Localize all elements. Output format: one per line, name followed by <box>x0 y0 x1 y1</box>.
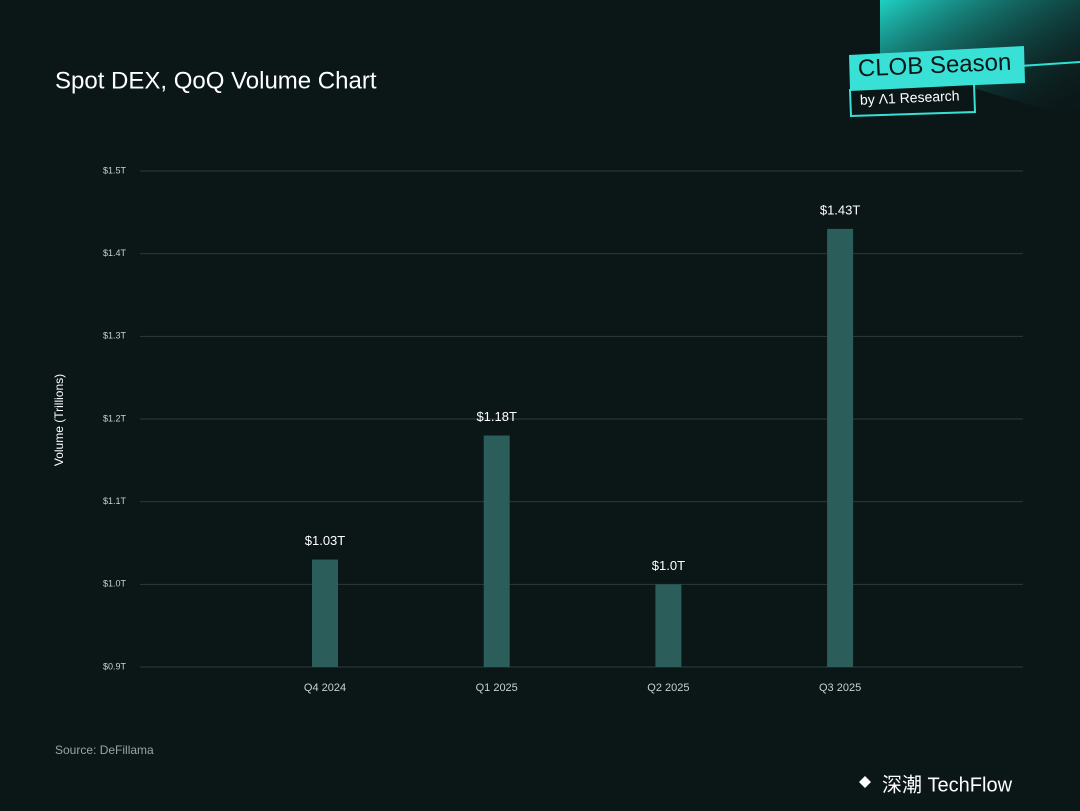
bar <box>483 435 510 667</box>
y-axis-label: Volume (Trillions) <box>52 374 66 466</box>
data-label: $1.43T <box>820 202 861 217</box>
y-tick-label: $1.0T <box>103 579 127 589</box>
x-tick-label: Q4 2024 <box>304 682 346 694</box>
bar <box>312 559 338 667</box>
watermark-icon <box>859 776 871 788</box>
x-tick-label: Q2 2025 <box>647 682 689 694</box>
badge <box>849 46 1025 90</box>
badge-line <box>1019 61 1080 67</box>
y-tick-label: $1.1T <box>103 496 127 506</box>
data-label: $1.18T <box>476 409 517 424</box>
badge-sub <box>848 82 977 118</box>
data-label: $1.0T <box>652 558 685 573</box>
chart-title: Spot DEX, QoQ Volume Chart <box>55 67 377 94</box>
bar <box>827 228 854 667</box>
x-tick-label: Q1 2025 <box>476 682 518 694</box>
y-tick-label: $1.4T <box>103 248 127 258</box>
badge-subtitle: by Λ1 Research <box>860 87 960 107</box>
y-tick-label: $1.5T <box>103 165 127 175</box>
x-tick-label: Q3 2025 <box>819 682 861 694</box>
badge-title: CLOB Season <box>857 49 1011 83</box>
y-tick-label: $0.9T <box>103 661 127 671</box>
watermark: 深潮 TechFlow <box>882 773 1013 796</box>
y-tick-label: $1.2T <box>103 413 127 423</box>
y-tick-label: $1.3T <box>103 331 127 341</box>
bar <box>655 584 682 667</box>
data-label: $1.03T <box>305 533 346 548</box>
source: Source: DeFillama <box>55 743 154 757</box>
